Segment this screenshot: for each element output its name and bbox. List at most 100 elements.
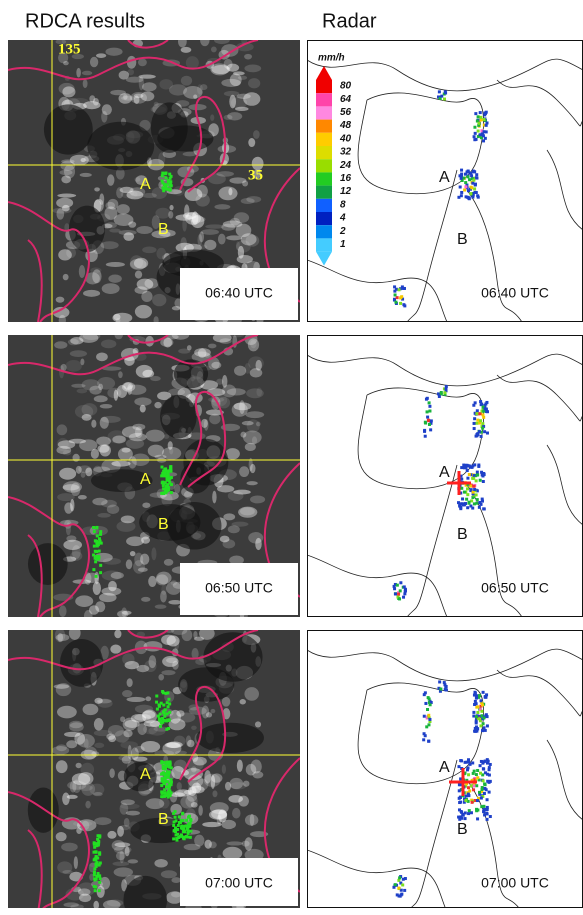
- radar-echo: [486, 410, 489, 413]
- radar-echo: [460, 487, 463, 490]
- cloud-texture: [93, 792, 103, 796]
- radar-echo: [475, 784, 478, 787]
- cloud-texture: [198, 234, 203, 246]
- rdca-detection: [160, 474, 163, 477]
- radar-echo: [423, 693, 426, 696]
- cloud-texture: [225, 782, 231, 791]
- radar-echo: [459, 783, 462, 786]
- cloud-texture: [56, 297, 65, 303]
- rdca-detection: [178, 815, 181, 818]
- cloud-texture: [142, 370, 154, 378]
- cloud-texture: [182, 218, 187, 231]
- cloud-texture: [76, 68, 81, 78]
- radar-echo: [486, 432, 489, 435]
- radar-echo: [475, 191, 478, 194]
- radar-echo: [477, 465, 480, 468]
- radar-echo: [394, 883, 397, 886]
- cloud-texture: [161, 635, 176, 645]
- latitude-label: 35: [248, 167, 263, 183]
- cloud-texture: [101, 500, 117, 508]
- radar-echo: [480, 435, 483, 438]
- cloud-texture: [125, 846, 130, 856]
- radar-echo: [483, 792, 486, 795]
- radar-echo: [482, 480, 485, 483]
- point-label: A: [140, 471, 151, 488]
- rdca-detection: [166, 489, 169, 492]
- radar-echo: [460, 817, 463, 820]
- cloud-texture: [171, 792, 185, 797]
- radar-echo: [488, 791, 491, 794]
- radar-echo: [480, 805, 483, 808]
- radar-echo: [478, 122, 481, 125]
- legend-level: 2: [339, 226, 346, 237]
- rdca-detection: [100, 542, 103, 545]
- radar-echo: [428, 410, 431, 413]
- radar-echo: [473, 187, 476, 190]
- radar-echo: [459, 801, 462, 804]
- radar-echo: [485, 788, 488, 791]
- rdca-detection: [159, 725, 162, 728]
- cloud-texture: [198, 805, 202, 816]
- cloud-texture: [191, 802, 198, 808]
- radar-echo: [428, 401, 431, 404]
- cloud-texture: [61, 843, 78, 852]
- cloud-texture: [125, 661, 139, 669]
- cloud-texture: [186, 735, 192, 746]
- cloud-texture: [248, 532, 263, 543]
- radar-echo: [471, 507, 474, 510]
- radar-echo: [467, 189, 470, 192]
- cloud-texture: [184, 204, 189, 217]
- cloud-texture: [210, 114, 214, 120]
- cloud-texture: [229, 95, 236, 109]
- rdca-detection: [95, 555, 98, 558]
- cloud-texture: [198, 348, 206, 358]
- radar-echo: [484, 112, 487, 115]
- legend-level: 16: [340, 173, 352, 184]
- rdca-detection: [169, 188, 172, 191]
- radar-echo: [475, 422, 478, 425]
- radar-echo: [481, 413, 484, 416]
- cloud-texture: [152, 294, 166, 306]
- radar-echo: [486, 818, 489, 821]
- rdca-detection: [156, 708, 159, 711]
- cloud-texture: [69, 722, 84, 731]
- radar-echo: [470, 186, 473, 189]
- point-label: B: [457, 526, 468, 543]
- rdca-detection: [181, 812, 184, 815]
- radar-echo: [425, 398, 428, 401]
- rdca-detection: [162, 492, 165, 495]
- legend-level: 12: [340, 186, 352, 197]
- cloud-texture: [209, 841, 217, 848]
- radar-echo: [473, 691, 476, 694]
- legend-swatch: [316, 159, 332, 172]
- cloud-texture: [204, 419, 209, 431]
- rdca-detection: [164, 692, 167, 695]
- rdca-detection: [161, 174, 164, 177]
- radar-echo: [393, 285, 396, 288]
- radar-echo: [475, 433, 478, 436]
- cloud-texture: [71, 483, 81, 496]
- rdca-detection: [158, 705, 161, 708]
- cloud-texture: [250, 814, 255, 826]
- cloud-texture: [168, 600, 181, 604]
- rdca-detection: [98, 889, 101, 892]
- cloud-texture: [79, 333, 98, 343]
- radar-echo: [475, 773, 478, 776]
- radar-echo: [482, 507, 485, 510]
- legend-swatch: [316, 172, 332, 185]
- cloud-texture: [63, 902, 78, 907]
- rdca-detection: [95, 878, 98, 881]
- cloud-texture: [141, 291, 152, 302]
- radar-echo: [403, 889, 406, 892]
- radar-echo: [427, 696, 430, 699]
- cloud-texture: [245, 363, 251, 374]
- cloud-texture: [105, 48, 122, 56]
- legend-swatch: [316, 106, 332, 119]
- radar-echo: [482, 779, 485, 782]
- radar-echo: [445, 688, 448, 691]
- rdca-detection: [159, 713, 162, 716]
- cloud-texture: [130, 92, 147, 104]
- time-label: 06:50 UTC: [205, 580, 273, 596]
- cloud-texture: [110, 90, 126, 95]
- cloud-texture: [109, 229, 120, 233]
